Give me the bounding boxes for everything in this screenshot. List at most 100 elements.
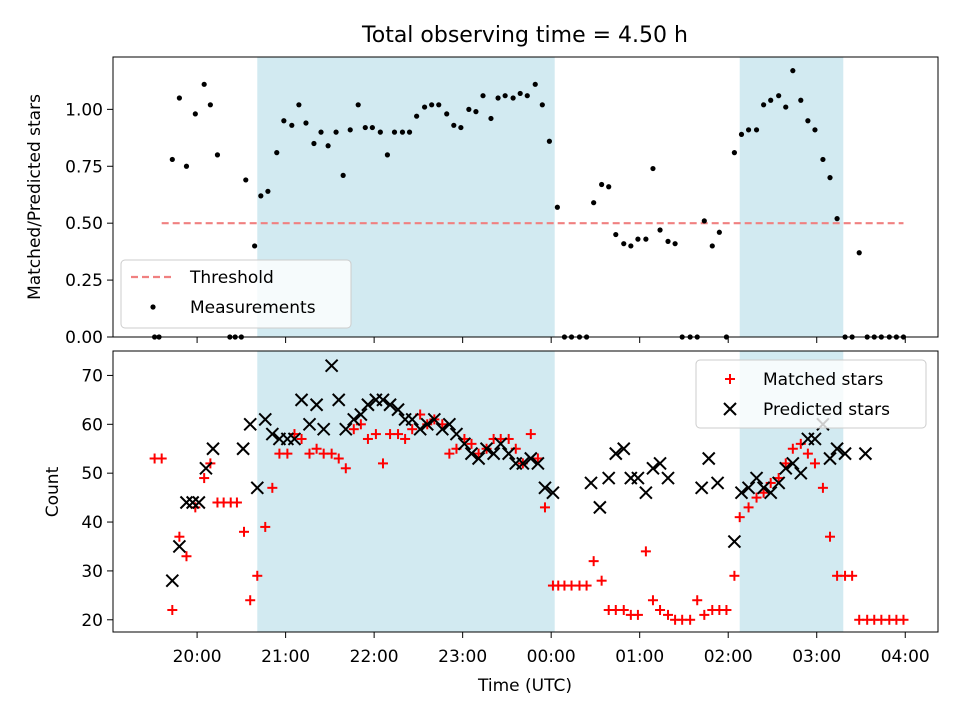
predicted-star-point bbox=[808, 432, 822, 446]
predicted-star-stroke bbox=[749, 471, 764, 485]
matched-star-point bbox=[167, 605, 178, 616]
top-panel: Total observing time = 4.50 h 0.000.250.… bbox=[25, 23, 939, 348]
measurement-point bbox=[709, 243, 715, 249]
matched-star-point bbox=[581, 580, 592, 591]
measurement-point bbox=[805, 118, 811, 124]
matched-star-point bbox=[802, 448, 813, 459]
measurement-point bbox=[362, 124, 368, 131]
predicted-star-point bbox=[756, 481, 771, 495]
predicted-star-stroke bbox=[617, 442, 631, 456]
predicted-star-point bbox=[324, 358, 339, 373]
predicted-legend-label: Predicted stars bbox=[763, 400, 890, 420]
top-legend: Threshold Measurements bbox=[120, 259, 352, 329]
matched-star-point bbox=[699, 609, 710, 620]
predicted-star-point bbox=[838, 446, 852, 461]
predicted-star-point bbox=[250, 481, 264, 495]
predicted-star-point bbox=[243, 417, 257, 432]
measurement-point bbox=[192, 111, 198, 117]
predicted-star-point bbox=[302, 417, 317, 432]
bottom-points bbox=[149, 358, 909, 625]
y-tick-label: 60 bbox=[81, 415, 103, 435]
predicted-star-point bbox=[435, 422, 449, 436]
predicted-star-stroke bbox=[486, 446, 501, 461]
predicted-star-point bbox=[494, 437, 508, 451]
top-x-ticks bbox=[196, 337, 906, 343]
predicted-star-stroke bbox=[779, 461, 793, 475]
predicted-star-point bbox=[354, 407, 368, 422]
predicted-star-point bbox=[391, 402, 405, 417]
predicted-star-stroke bbox=[449, 427, 464, 441]
measurement-point bbox=[495, 95, 501, 101]
measurement-point bbox=[827, 175, 833, 181]
predicted-star-stroke bbox=[602, 471, 616, 485]
predicted-star-point bbox=[442, 417, 457, 432]
measurement-point bbox=[635, 236, 641, 242]
measurement-point bbox=[303, 120, 309, 126]
top-y-ticks: 0.00 0.25 0.50 0.75 1.00 bbox=[65, 100, 113, 348]
measurement-point bbox=[252, 243, 258, 249]
predicted-star-point bbox=[479, 442, 494, 456]
matched-star-point bbox=[640, 546, 651, 557]
predicted-star-point bbox=[347, 412, 361, 427]
x-tick-label: 00:00 bbox=[527, 647, 576, 667]
matched-star-point bbox=[825, 531, 836, 542]
predicted-star-point bbox=[584, 476, 598, 490]
measurement-point bbox=[458, 124, 464, 131]
matched-star-point bbox=[311, 443, 322, 454]
matched-star-point bbox=[787, 443, 798, 454]
predicted-star-point bbox=[192, 495, 206, 510]
predicted-star-stroke bbox=[172, 539, 187, 554]
predicted-star-stroke bbox=[741, 481, 756, 495]
measurement-point bbox=[510, 95, 516, 101]
measurement-point bbox=[214, 152, 221, 158]
measurement-point bbox=[384, 152, 391, 158]
predicted-star-point bbox=[236, 442, 250, 456]
matched-star-point bbox=[282, 448, 293, 459]
predicted-star-point bbox=[516, 456, 530, 471]
measurement-point bbox=[776, 93, 782, 99]
measurement-point bbox=[207, 102, 213, 108]
matched-star-point bbox=[156, 453, 167, 464]
predicted-star-stroke bbox=[236, 442, 250, 456]
predicted-star-point bbox=[749, 471, 764, 485]
matched-star-point bbox=[377, 458, 388, 469]
predicted-star-stroke bbox=[531, 456, 545, 471]
matched-star-point bbox=[296, 433, 307, 444]
predicted-star-stroke bbox=[347, 412, 361, 427]
predicted-star-point bbox=[501, 446, 516, 461]
measurement-point bbox=[274, 150, 280, 156]
predicted-star-stroke bbox=[631, 471, 645, 485]
measurement-point bbox=[169, 156, 175, 163]
y-tick-label: 70 bbox=[81, 366, 103, 386]
measurement-point bbox=[406, 129, 413, 135]
predicted-star-point bbox=[646, 461, 660, 475]
bottom-x-ticks: 20:00 21:00 22:00 23:00 00:00 01:00 02:00 03:00… bbox=[173, 632, 930, 667]
predicted-star-point bbox=[602, 471, 616, 485]
predicted-star-stroke bbox=[653, 456, 667, 471]
predicted-star-stroke bbox=[838, 446, 852, 461]
predicted-star-stroke bbox=[287, 432, 302, 446]
predicted-star-stroke bbox=[794, 466, 808, 480]
matched-star-point bbox=[898, 614, 909, 625]
measurement-point bbox=[554, 204, 560, 210]
measurement-point bbox=[798, 97, 804, 103]
measurement-point bbox=[466, 106, 472, 112]
measurement-point bbox=[532, 81, 538, 87]
y-tick-label: 0.50 bbox=[65, 214, 103, 234]
predicted-star-point bbox=[538, 481, 552, 495]
predicted-star-stroke bbox=[858, 446, 873, 461]
predicted-star-point bbox=[199, 461, 213, 475]
y-tick-label: 30 bbox=[81, 562, 103, 582]
measurement-point bbox=[258, 193, 264, 199]
predicted-star-stroke bbox=[494, 437, 508, 451]
matched-star-point bbox=[618, 605, 629, 616]
predicted-star-point bbox=[179, 495, 194, 510]
predicted-star-stroke bbox=[435, 422, 449, 436]
predicted-star-point bbox=[771, 476, 786, 490]
predicted-star-point bbox=[617, 442, 631, 456]
measurement-point bbox=[289, 122, 295, 128]
measurement-point bbox=[657, 227, 663, 233]
matched-legend-label: Matched stars bbox=[763, 370, 883, 390]
matched-star-point bbox=[743, 502, 754, 513]
predicted-star-stroke bbox=[501, 446, 516, 461]
